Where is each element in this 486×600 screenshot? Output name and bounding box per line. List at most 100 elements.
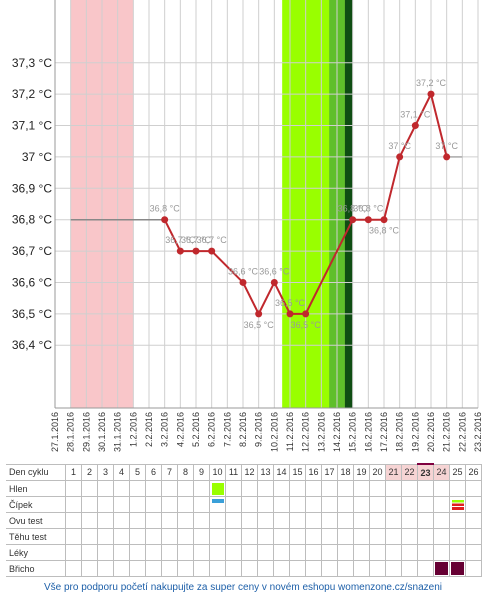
table-cell[interactable] [145, 528, 162, 545]
table-cell[interactable] [161, 512, 178, 529]
table-cell[interactable] [129, 480, 146, 497]
table-cell[interactable] [369, 480, 386, 497]
table-cell[interactable] [273, 512, 290, 529]
footer-promo-link[interactable]: Vše pro podporu početí nakupujte za supe… [43, 582, 443, 593]
table-cell[interactable] [193, 560, 210, 577]
table-cell[interactable] [241, 496, 258, 513]
table-cell[interactable] [81, 560, 98, 577]
table-cell[interactable] [273, 496, 290, 513]
table-cell[interactable] [369, 544, 386, 561]
table-cell[interactable] [193, 544, 210, 561]
table-cell[interactable] [225, 480, 242, 497]
table-cell[interactable] [353, 528, 370, 545]
table-cell[interactable] [145, 496, 162, 513]
table-cell[interactable] [257, 560, 274, 577]
table-cell[interactable] [273, 560, 290, 577]
table-cell[interactable] [449, 544, 466, 561]
table-cell[interactable] [257, 544, 274, 561]
table-cell[interactable] [209, 528, 226, 545]
table-cell[interactable] [241, 480, 258, 497]
table-cell[interactable] [129, 528, 146, 545]
table-cell[interactable] [305, 544, 322, 561]
table-cell[interactable] [209, 480, 226, 497]
table-cell[interactable] [305, 528, 322, 545]
table-cell[interactable] [113, 544, 130, 561]
table-cell[interactable] [177, 480, 194, 497]
table-cell[interactable] [273, 544, 290, 561]
table-cell[interactable] [177, 528, 194, 545]
table-cell[interactable] [321, 544, 338, 561]
table-cell[interactable] [449, 512, 466, 529]
table-cell[interactable] [113, 512, 130, 529]
table-cell[interactable] [145, 544, 162, 561]
table-cell[interactable] [401, 496, 418, 513]
table-cell[interactable] [433, 544, 450, 561]
table-cell[interactable] [65, 512, 82, 529]
table-cell[interactable] [273, 528, 290, 545]
table-cell[interactable] [305, 512, 322, 529]
table-cell[interactable] [177, 560, 194, 577]
table-cell[interactable] [177, 496, 194, 513]
table-cell[interactable] [145, 480, 162, 497]
table-cell[interactable] [321, 512, 338, 529]
table-cell[interactable] [209, 496, 226, 513]
table-cell[interactable] [129, 512, 146, 529]
table-cell[interactable] [417, 544, 434, 561]
table-cell[interactable] [161, 480, 178, 497]
table-cell[interactable] [417, 496, 434, 513]
table-cell[interactable] [273, 480, 290, 497]
table-cell[interactable] [145, 512, 162, 529]
table-cell[interactable] [177, 544, 194, 561]
table-cell[interactable] [353, 480, 370, 497]
table-cell[interactable] [145, 560, 162, 577]
table-cell[interactable] [81, 496, 98, 513]
table-cell[interactable] [225, 528, 242, 545]
table-cell[interactable] [289, 496, 306, 513]
table-cell[interactable] [65, 528, 82, 545]
table-cell[interactable] [193, 528, 210, 545]
table-cell[interactable] [417, 512, 434, 529]
table-cell[interactable] [401, 480, 418, 497]
table-cell[interactable] [337, 480, 354, 497]
table-cell[interactable] [209, 512, 226, 529]
table-cell[interactable] [449, 496, 466, 513]
table-cell[interactable] [65, 560, 82, 577]
table-cell[interactable] [465, 496, 482, 513]
table-cell[interactable] [353, 512, 370, 529]
table-cell[interactable] [257, 480, 274, 497]
table-cell[interactable] [97, 512, 114, 529]
table-cell[interactable] [209, 544, 226, 561]
table-cell[interactable] [353, 560, 370, 577]
table-cell[interactable] [81, 528, 98, 545]
table-cell[interactable] [113, 480, 130, 497]
table-cell[interactable] [161, 496, 178, 513]
table-cell[interactable] [321, 496, 338, 513]
table-cell[interactable] [161, 528, 178, 545]
table-cell[interactable] [289, 480, 306, 497]
table-cell[interactable] [241, 528, 258, 545]
table-cell[interactable] [161, 560, 178, 577]
table-cell[interactable] [113, 528, 130, 545]
table-cell[interactable] [401, 528, 418, 545]
table-cell[interactable] [97, 496, 114, 513]
table-cell[interactable] [177, 512, 194, 529]
table-cell[interactable] [385, 560, 402, 577]
table-cell[interactable] [113, 496, 130, 513]
table-cell[interactable] [65, 544, 82, 561]
table-cell[interactable] [241, 512, 258, 529]
table-cell[interactable] [465, 560, 482, 577]
table-cell[interactable] [65, 496, 82, 513]
table-cell[interactable] [465, 480, 482, 497]
table-cell[interactable] [417, 528, 434, 545]
table-cell[interactable] [353, 544, 370, 561]
table-cell[interactable] [289, 544, 306, 561]
table-cell[interactable] [433, 528, 450, 545]
table-cell[interactable] [257, 496, 274, 513]
table-cell[interactable] [401, 560, 418, 577]
table-cell[interactable] [289, 560, 306, 577]
table-cell[interactable] [369, 496, 386, 513]
table-cell[interactable] [337, 560, 354, 577]
table-cell[interactable] [465, 544, 482, 561]
table-cell[interactable] [465, 528, 482, 545]
table-cell[interactable] [337, 544, 354, 561]
